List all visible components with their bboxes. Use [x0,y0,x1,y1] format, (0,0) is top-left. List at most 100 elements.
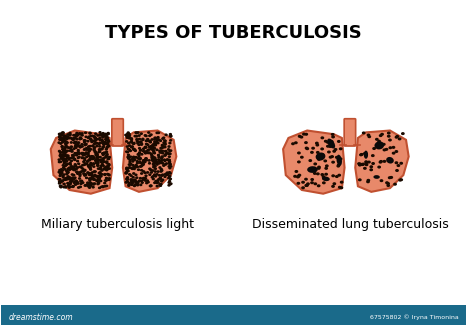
Circle shape [90,149,91,150]
Circle shape [389,139,391,141]
Circle shape [166,152,168,154]
Circle shape [161,181,163,182]
Circle shape [138,152,140,153]
Circle shape [133,180,135,182]
Circle shape [142,164,144,166]
Circle shape [156,132,158,134]
Circle shape [158,139,160,141]
Circle shape [126,169,128,170]
Circle shape [101,164,103,165]
Circle shape [145,146,146,148]
Circle shape [321,137,324,139]
Circle shape [165,163,167,164]
Circle shape [137,183,139,184]
Circle shape [96,153,98,154]
Circle shape [59,185,61,187]
Circle shape [100,134,102,135]
Circle shape [151,177,153,178]
Circle shape [321,148,323,150]
Circle shape [105,177,108,179]
Circle shape [169,164,171,165]
Circle shape [165,173,167,174]
Circle shape [135,132,137,133]
Circle shape [62,180,64,182]
Circle shape [88,150,90,152]
Circle shape [170,150,172,151]
Circle shape [167,149,169,150]
FancyBboxPatch shape [1,305,466,326]
Circle shape [73,166,75,167]
Circle shape [92,163,94,164]
Circle shape [94,183,96,184]
Circle shape [380,135,382,136]
Circle shape [135,182,137,183]
Circle shape [302,182,304,183]
Circle shape [72,167,73,168]
Circle shape [74,135,76,136]
Circle shape [142,163,144,165]
Circle shape [102,165,104,166]
Circle shape [133,156,135,157]
Circle shape [330,141,333,142]
Circle shape [91,178,94,179]
Circle shape [106,163,108,164]
Circle shape [94,138,96,139]
Circle shape [318,185,320,186]
Circle shape [108,164,110,165]
Circle shape [329,143,331,145]
Circle shape [93,143,95,144]
Circle shape [338,174,340,176]
Circle shape [87,161,89,162]
Circle shape [151,145,153,147]
Circle shape [128,167,130,168]
Circle shape [99,149,100,150]
Circle shape [373,148,375,149]
Circle shape [77,173,79,174]
Circle shape [170,136,172,137]
Circle shape [87,172,89,173]
Circle shape [63,167,64,168]
Circle shape [160,161,162,162]
Circle shape [150,147,152,148]
Circle shape [387,185,390,186]
Circle shape [164,160,166,161]
Circle shape [132,157,134,159]
Circle shape [90,183,91,184]
Circle shape [106,170,108,171]
Circle shape [63,160,64,161]
Circle shape [105,156,107,157]
Circle shape [134,179,136,180]
Circle shape [91,135,93,137]
Circle shape [130,184,133,185]
Circle shape [126,178,128,180]
Circle shape [101,139,103,141]
Circle shape [156,139,158,141]
Circle shape [61,172,63,173]
Circle shape [107,142,109,144]
Circle shape [88,185,90,186]
Circle shape [70,147,72,149]
Circle shape [93,150,95,151]
Circle shape [148,149,150,150]
Circle shape [143,160,145,161]
Circle shape [138,135,140,136]
Circle shape [71,166,73,168]
Circle shape [79,178,81,179]
Circle shape [332,175,334,177]
Circle shape [134,185,136,186]
Circle shape [158,179,160,180]
Circle shape [100,149,102,150]
Circle shape [67,176,69,177]
Circle shape [70,181,72,183]
Circle shape [133,168,135,170]
Circle shape [70,166,72,167]
Circle shape [98,151,100,153]
Circle shape [131,146,133,147]
Circle shape [316,142,318,144]
Circle shape [136,177,138,178]
Circle shape [100,165,102,167]
Circle shape [126,168,128,170]
Circle shape [128,164,130,165]
Circle shape [160,169,162,170]
Circle shape [168,146,170,147]
